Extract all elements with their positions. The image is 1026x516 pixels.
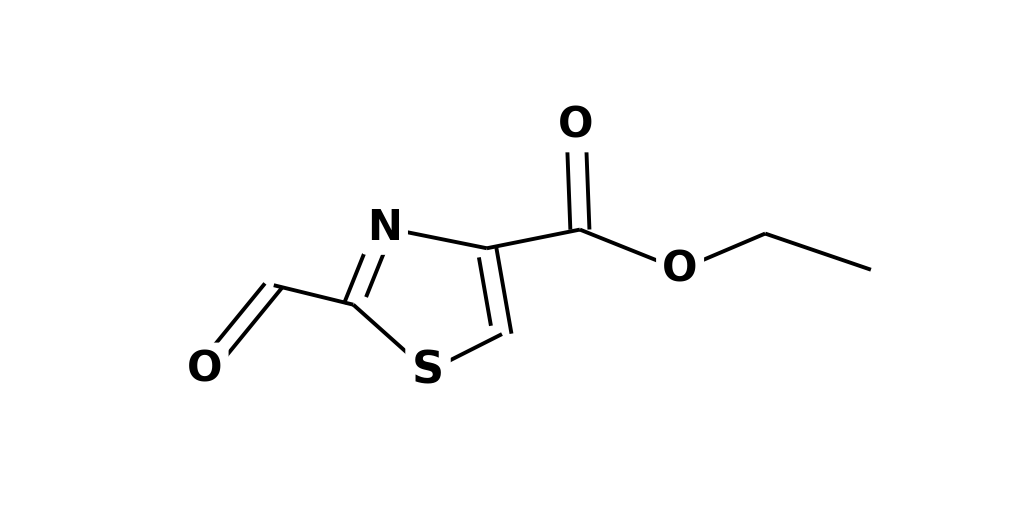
Text: S: S [412,350,444,393]
Text: N: N [367,206,402,249]
Text: O: O [663,249,698,291]
Text: O: O [558,104,594,146]
Text: O: O [187,349,223,391]
